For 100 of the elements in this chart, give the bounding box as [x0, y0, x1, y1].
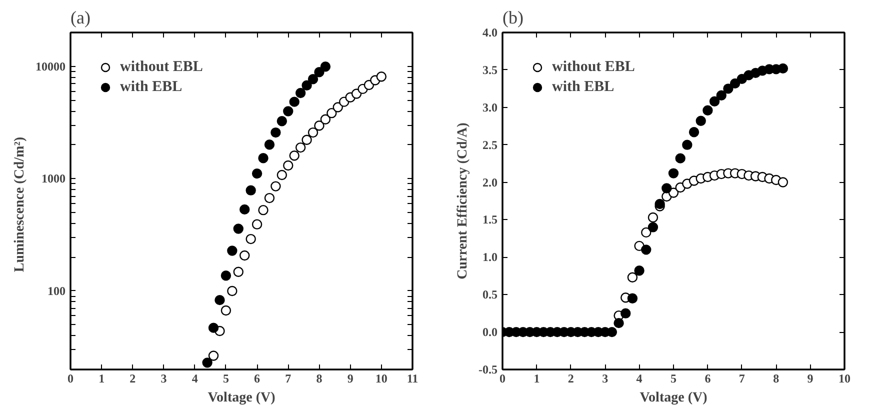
- x-tick-label: 5: [222, 372, 229, 386]
- y-tick-label: 3.5: [482, 62, 498, 77]
- point: [320, 114, 331, 124]
- y-tick-label: 2.5: [482, 138, 498, 152]
- point: [233, 266, 244, 277]
- x-tick-label: 7: [285, 372, 292, 386]
- x-tick-label: 1: [534, 372, 540, 386]
- point: [264, 140, 275, 150]
- point: [246, 185, 256, 196]
- y-tick-label: 1.0: [482, 250, 498, 264]
- y-tick-label: 2.0: [482, 175, 498, 190]
- point: [668, 168, 679, 178]
- point: [716, 90, 726, 100]
- x-tick-label: 10: [838, 372, 850, 386]
- point: [252, 168, 262, 179]
- x-tick-label: 4: [192, 372, 198, 386]
- point: [264, 192, 275, 204]
- point: [696, 116, 706, 126]
- y-tick-label: 100: [48, 284, 66, 298]
- point: [227, 246, 238, 256]
- point: [202, 358, 212, 368]
- point: [606, 326, 618, 338]
- point: [627, 293, 638, 304]
- point: [634, 266, 644, 276]
- point: [326, 108, 337, 118]
- point: [702, 105, 713, 116]
- y-tick-label: 0.0: [482, 325, 498, 340]
- x-tick-label: 3: [160, 372, 167, 386]
- point: [220, 270, 232, 281]
- point: [614, 318, 624, 328]
- x-tick-label: 3: [602, 372, 608, 386]
- legend-label: without EBL: [552, 58, 635, 76]
- x-tick-label: 2: [130, 372, 136, 386]
- point: [258, 204, 268, 216]
- x-tick-label: 5: [670, 372, 676, 386]
- x-axis-title: Voltage (V): [208, 390, 276, 406]
- point: [270, 181, 281, 192]
- chart-title: (b): [502, 8, 524, 28]
- point: [709, 96, 720, 106]
- point: [648, 222, 658, 232]
- point: [208, 350, 219, 361]
- point: [289, 150, 300, 161]
- point: [682, 140, 692, 150]
- point: [252, 219, 262, 230]
- point: [723, 84, 734, 94]
- y-axis-title: Luminescence (Cd/m²): [12, 136, 28, 272]
- point: [620, 308, 631, 318]
- point: [283, 160, 294, 171]
- y-tick-label: -0.5: [478, 362, 498, 376]
- point: [295, 142, 306, 153]
- point: [233, 224, 244, 234]
- x-tick-label: 1: [98, 372, 105, 386]
- point: [220, 305, 232, 316]
- point: [214, 294, 225, 306]
- x-tick-label: 10: [375, 372, 388, 386]
- point: [308, 127, 318, 138]
- legend-label: with EBL: [552, 78, 614, 96]
- point: [648, 212, 658, 223]
- x-tick-label: 0: [68, 372, 74, 386]
- point: [276, 116, 288, 126]
- y-axis-title: Current Efficiency (Cd/A): [456, 122, 471, 280]
- y-tick-label: 1000: [42, 172, 66, 186]
- point: [332, 102, 343, 112]
- point: [688, 127, 700, 138]
- x-tick-label: 8: [773, 372, 780, 386]
- x-tick-label: 11: [406, 372, 418, 386]
- y-tick-label: 0.5: [482, 288, 498, 302]
- point: [675, 153, 686, 164]
- x-tick-label: 6: [254, 372, 260, 386]
- point: [246, 234, 256, 244]
- legend-label: without EBL: [120, 58, 203, 76]
- point: [641, 244, 652, 255]
- x-tick-label: 7: [738, 372, 745, 386]
- x-tick-label: 9: [347, 372, 354, 386]
- point: [258, 153, 268, 164]
- point: [662, 183, 672, 194]
- point: [778, 63, 788, 74]
- point: [302, 80, 312, 90]
- point: [314, 120, 324, 131]
- point: [295, 88, 306, 98]
- point: [240, 204, 250, 215]
- legend-label: with EBL: [120, 78, 182, 96]
- point: [276, 170, 288, 180]
- x-tick-label: 9: [807, 372, 814, 386]
- x-tick-label: 2: [568, 372, 574, 386]
- point: [627, 272, 638, 282]
- x-axis-title: Voltage (V): [640, 390, 708, 406]
- y-tick-label: 4.0: [482, 26, 498, 40]
- point: [778, 177, 788, 188]
- point: [302, 134, 312, 145]
- chart-title: (a): [70, 8, 90, 28]
- point: [227, 286, 238, 296]
- x-tick-label: 0: [500, 372, 506, 386]
- point: [730, 78, 740, 89]
- x-tick-label: 8: [316, 372, 322, 386]
- point: [308, 74, 318, 84]
- point: [314, 67, 324, 78]
- point: [641, 227, 652, 238]
- point: [240, 250, 250, 261]
- point: [376, 72, 387, 82]
